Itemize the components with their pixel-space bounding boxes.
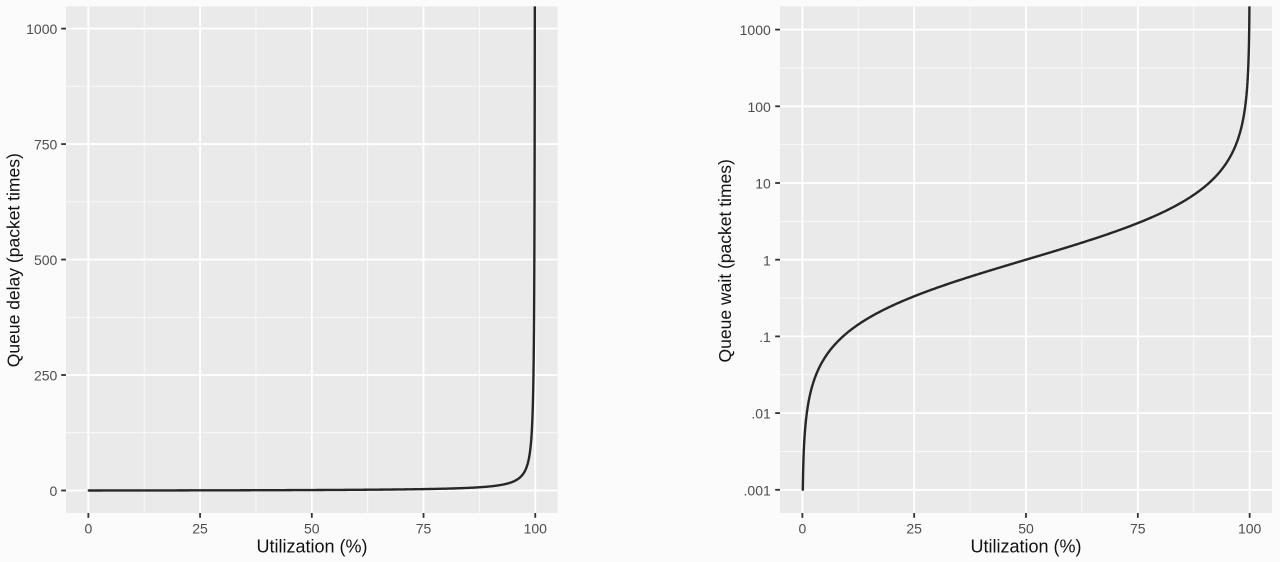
svg-text:.001: .001 (744, 482, 771, 498)
svg-text:Queue delay (packet times): Queue delay (packet times) (4, 153, 24, 367)
svg-text:25: 25 (906, 520, 922, 536)
svg-text:Utilization (%): Utilization (%) (970, 537, 1081, 557)
svg-text:500: 500 (34, 252, 58, 268)
svg-text:250: 250 (34, 368, 58, 384)
svg-text:0: 0 (798, 520, 806, 536)
svg-text:100: 100 (524, 520, 548, 536)
svg-text:75: 75 (1130, 520, 1146, 536)
svg-text:1000: 1000 (740, 22, 771, 38)
svg-text:100: 100 (1238, 520, 1262, 536)
svg-text:25: 25 (192, 520, 208, 536)
svg-text:Queue wait (packet times): Queue wait (packet times) (715, 159, 735, 362)
svg-text:1: 1 (763, 252, 771, 268)
svg-text:50: 50 (304, 520, 320, 536)
svg-text:.1: .1 (759, 329, 771, 345)
svg-text:Utilization (%): Utilization (%) (256, 537, 367, 557)
svg-text:0: 0 (84, 520, 92, 536)
svg-text:0: 0 (50, 483, 58, 499)
svg-text:1000: 1000 (26, 21, 57, 37)
svg-text:50: 50 (1018, 520, 1034, 536)
svg-text:75: 75 (416, 520, 432, 536)
svg-text:750: 750 (34, 137, 58, 153)
svg-text:10: 10 (755, 176, 771, 192)
svg-text:.01: .01 (751, 406, 771, 422)
svg-text:100: 100 (747, 99, 771, 115)
